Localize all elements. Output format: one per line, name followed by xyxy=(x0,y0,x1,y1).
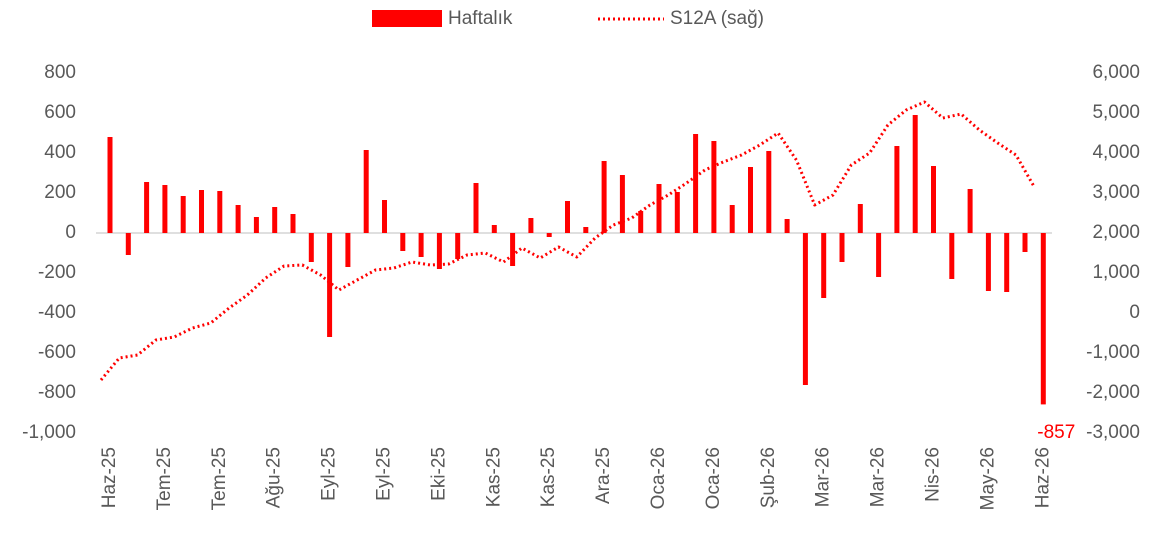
y-tick-label: 0 xyxy=(65,222,76,243)
bar xyxy=(876,233,882,277)
x-tick-label: Mar-26 xyxy=(868,447,889,507)
bar xyxy=(656,184,662,233)
bar xyxy=(912,115,918,233)
x-tick-label: Ara-25 xyxy=(593,447,614,504)
bar xyxy=(784,219,790,233)
bar xyxy=(272,207,278,233)
data-label: -857 xyxy=(1037,422,1075,443)
bar xyxy=(693,134,699,233)
bar xyxy=(894,146,900,233)
bar xyxy=(949,233,955,279)
x-tick-label: Ağu-25 xyxy=(264,447,285,508)
bar xyxy=(985,233,991,291)
bar xyxy=(491,225,497,233)
bar xyxy=(711,141,717,233)
y2-tick-label: -2,000 xyxy=(1086,382,1140,403)
bar xyxy=(400,233,406,251)
y-tick-label: -800 xyxy=(38,382,76,403)
x-tick-label: May-26 xyxy=(977,447,998,510)
bar xyxy=(619,175,625,233)
bar xyxy=(327,233,333,337)
bar xyxy=(857,204,863,233)
y2-tick-label: 3,000 xyxy=(1092,182,1140,203)
bar xyxy=(802,233,808,385)
x-tick-label: Eyl-25 xyxy=(374,447,395,501)
y2-tick-label: 0 xyxy=(1129,302,1140,323)
bar xyxy=(510,233,516,266)
x-tick-label: Kas-25 xyxy=(538,447,559,507)
bar xyxy=(601,161,607,233)
bar xyxy=(546,233,552,237)
y-tick-label: 800 xyxy=(44,62,76,83)
x-tick-label: Oca-26 xyxy=(648,447,669,509)
bar xyxy=(144,182,150,233)
y-tick-label: -400 xyxy=(38,302,76,323)
bar xyxy=(565,201,570,233)
x-tick-label: Haz-26 xyxy=(1032,447,1053,508)
bar xyxy=(125,233,131,255)
x-tick-label: Eki-25 xyxy=(428,447,449,501)
y-tick-label: 400 xyxy=(44,142,76,163)
bar xyxy=(180,196,186,233)
bar xyxy=(473,183,479,233)
y2-tick-label: 5,000 xyxy=(1092,102,1140,123)
bar xyxy=(583,227,589,233)
bar xyxy=(217,191,223,233)
bar xyxy=(290,214,296,233)
y2-tick-label: 6,000 xyxy=(1092,62,1140,83)
x-tick-label: Tem-25 xyxy=(154,447,175,510)
bar xyxy=(1040,233,1046,405)
bar xyxy=(382,200,387,233)
y-tick-label: -1,000 xyxy=(22,422,76,443)
bar xyxy=(674,192,680,233)
bar xyxy=(729,205,735,233)
x-tick-label: Mar-26 xyxy=(813,447,834,507)
y2-tick-label: -1,000 xyxy=(1086,342,1140,363)
bar xyxy=(235,205,241,233)
bar xyxy=(107,137,113,233)
bar xyxy=(638,211,644,233)
bar xyxy=(162,185,168,233)
bar xyxy=(528,218,534,233)
x-tick-label: Haz-25 xyxy=(99,447,120,508)
x-tick-label: Eyl-25 xyxy=(319,447,340,501)
legend-label: Haftalık xyxy=(448,8,513,29)
bar xyxy=(199,190,204,233)
bar xyxy=(418,233,424,257)
y2-tick-label: 2,000 xyxy=(1092,222,1140,243)
y-tick-label: 600 xyxy=(44,102,76,123)
bar xyxy=(766,151,772,233)
bar xyxy=(967,189,973,233)
bar xyxy=(839,233,845,262)
y2-tick-label: 4,000 xyxy=(1092,142,1140,163)
x-tick-label: Oca-26 xyxy=(703,447,724,509)
bar xyxy=(253,217,259,233)
x-tick-label: Tem-25 xyxy=(209,447,230,510)
bar xyxy=(748,167,753,233)
y-tick-label: 200 xyxy=(44,182,76,203)
bar xyxy=(308,233,314,262)
bar xyxy=(363,150,369,233)
bar xyxy=(436,233,442,269)
x-tick-label: Nis-26 xyxy=(923,447,944,502)
bar xyxy=(455,233,461,259)
legend-swatch xyxy=(372,10,442,27)
bar xyxy=(345,233,351,267)
y-tick-label: -200 xyxy=(38,262,76,283)
x-tick-label: Kas-25 xyxy=(483,447,504,507)
legend-label: S12A (sağ) xyxy=(670,8,764,29)
x-tick-label: Şub-26 xyxy=(758,447,779,508)
y-tick-label: -600 xyxy=(38,342,76,363)
bar xyxy=(1022,233,1028,252)
y2-tick-label: 1,000 xyxy=(1092,262,1140,283)
line xyxy=(99,100,1036,381)
bar xyxy=(821,233,827,298)
y2-tick-label: -3,000 xyxy=(1086,422,1140,443)
bar xyxy=(931,166,936,233)
bar xyxy=(1004,233,1010,292)
